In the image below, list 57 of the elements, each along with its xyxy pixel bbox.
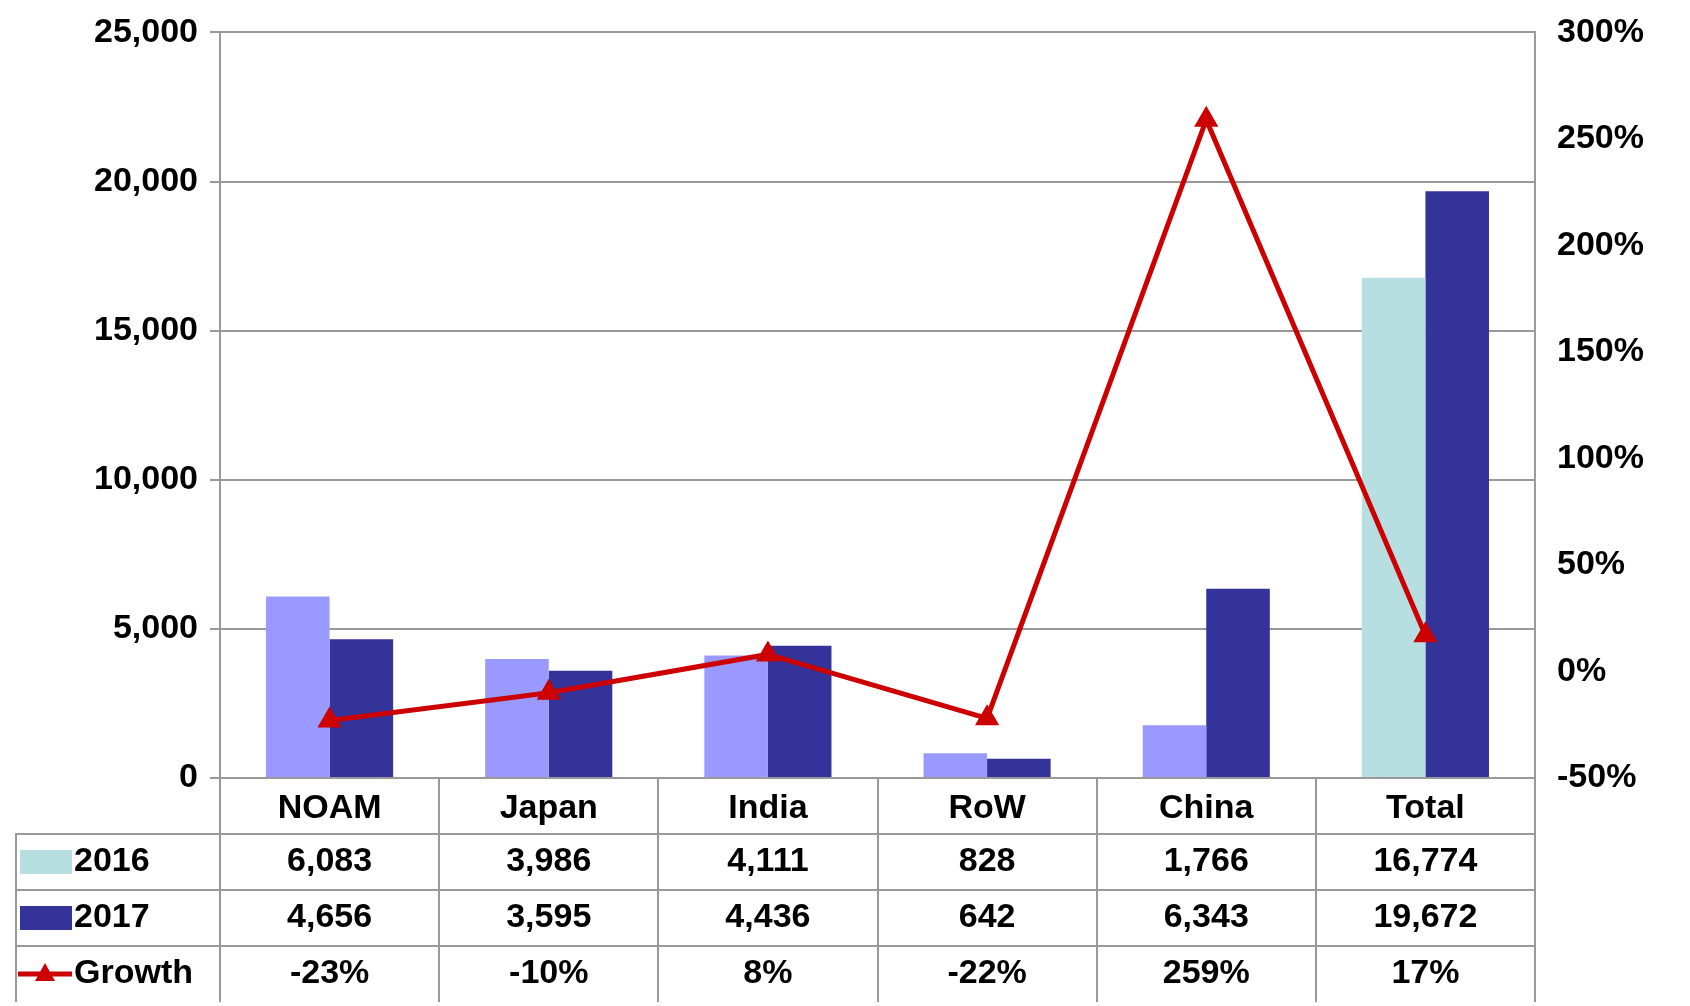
y-tick-label: 15,000 [94,309,198,348]
legend-label: Growth [74,952,193,991]
y-tick-label: 20,000 [94,159,198,198]
data-label: 828 [958,840,1016,879]
y2-tick-label: 100% [1557,436,1644,475]
bar [987,758,1051,777]
data-label: 8% [743,952,793,991]
y-tick-label: 25,000 [94,10,198,49]
legend-label: 2017 [74,896,150,935]
y-tick-label: 5,000 [112,607,198,646]
bar [548,670,613,777]
y-tick-label: 10,000 [94,458,198,497]
data-label: 4,111 [727,840,809,879]
data-label: 642 [958,896,1016,935]
data-label: 6,083 [287,840,373,879]
data-label: -23% [289,952,370,991]
data-label: 17% [1391,952,1460,991]
x-tick-label: Total [1386,786,1465,825]
bar [485,659,549,777]
y2-tick-label: 50% [1557,543,1626,582]
bar [1425,191,1489,777]
data-label: 19,672 [1373,896,1478,935]
bar [1142,725,1207,777]
x-tick-label: RoW [948,786,1027,825]
data-label: 259% [1162,952,1250,991]
y2-tick-label: 250% [1557,117,1644,156]
bar [704,655,768,777]
data-label: 16,774 [1373,840,1478,879]
y2-tick-label: 0% [1557,649,1607,688]
point [755,640,780,662]
data-label: 6,343 [1163,896,1249,935]
bar [767,645,832,777]
bar [1361,277,1426,777]
y-tick-label: 0 [179,756,198,795]
point [317,706,342,728]
data-label: -22% [947,952,1027,991]
bar [266,596,330,777]
legend-label: 2016 [74,840,150,879]
y2-tick-label: -50% [1557,756,1637,795]
x-tick-label: Japan [499,786,598,825]
data-label: 4,436 [725,896,811,935]
y2-tick-label: 150% [1557,330,1644,369]
x-tick-label: NOAM [277,786,382,825]
data-label: 1,766 [1163,840,1249,879]
point [1413,621,1438,643]
y2-tick-label: 200% [1557,223,1644,262]
data-label: 3,986 [506,840,592,879]
y2-tick-label: 300% [1557,10,1644,49]
data-label: 3,595 [506,896,592,935]
data-label: 4,656 [287,896,373,935]
data-label: -10% [509,952,589,991]
x-tick-label: China [1159,786,1255,825]
point [975,704,1000,726]
bar [1206,588,1270,777]
bar [923,753,988,777]
x-tick-label: India [728,786,809,825]
bar [329,639,394,777]
